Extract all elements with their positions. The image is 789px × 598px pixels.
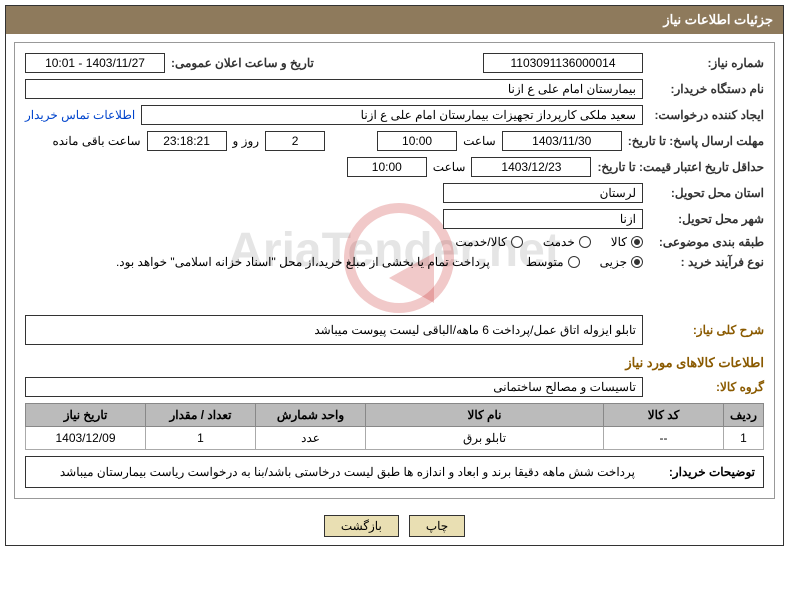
remaining-time-field: 23:18:21 <box>147 131 227 151</box>
min-validity-date-field: 1403/12/23 <box>471 157 591 177</box>
radio-item[interactable]: متوسط <box>526 255 580 269</box>
table-header: تاریخ نیاز <box>26 404 146 427</box>
radio-item[interactable]: جزیی <box>600 255 643 269</box>
radio-label: کالا/خدمت <box>455 235 506 249</box>
radio-icon[interactable] <box>631 256 643 268</box>
header: جزئیات اطلاعات نیاز <box>6 6 783 34</box>
resp-deadline-label: مهلت ارسال پاسخ: تا تاریخ: <box>628 134 764 148</box>
radio-icon[interactable] <box>568 256 580 268</box>
contact-link[interactable]: اطلاعات تماس خریدار <box>25 108 135 122</box>
footer-buttons: چاپ بازگشت <box>6 507 783 545</box>
row-general-desc: شرح کلی نیاز: تابلو ایزوله اتاق عمل/پردا… <box>25 315 764 345</box>
table-header: کد کالا <box>604 404 724 427</box>
days-suffix: روز و <box>233 134 260 148</box>
row-response-deadline: مهلت ارسال پاسخ: تا تاریخ: 1403/11/30 سا… <box>25 131 764 151</box>
radio-icon[interactable] <box>511 236 523 248</box>
goods-group-label: گروه کالا: <box>649 380 764 394</box>
table-row: 1--تابلو برقعدد11403/12/09 <box>26 427 764 450</box>
announce-label: تاریخ و ساعت اعلان عمومی: <box>171 56 314 70</box>
radio-item[interactable]: کالا <box>611 235 643 249</box>
city-label: شهر محل تحویل: <box>649 212 764 226</box>
spacer <box>25 275 764 315</box>
table-cell: عدد <box>256 427 366 450</box>
buy-type-label: نوع فرآیند خرید : <box>649 255 764 269</box>
buyer-org-field: بیمارستان امام علی ع ازنا <box>25 79 643 99</box>
need-number-label: شماره نیاز: <box>649 56 764 70</box>
general-desc-label: شرح کلی نیاز: <box>649 323 764 337</box>
min-validity-label: حداقل تاریخ اعتبار قیمت: تا تاریخ: <box>597 160 764 174</box>
table-cell: -- <box>604 427 724 450</box>
days-field: 2 <box>265 131 325 151</box>
resp-time-field: 10:00 <box>377 131 457 151</box>
table-cell: 1 <box>724 427 764 450</box>
row-requester: ایجاد کننده درخواست: سعید ملکی کارپرداز … <box>25 105 764 125</box>
page-container: جزئیات اطلاعات نیاز AriaTender.net شماره… <box>5 5 784 546</box>
time-label-1: ساعت <box>463 134 496 148</box>
watermark-text: AriaTender.net <box>228 223 561 278</box>
goods-group-field: تاسیسات و مصالح ساختمانی <box>25 377 643 397</box>
buyer-org-label: نام دستگاه خریدار: <box>649 82 764 96</box>
back-button[interactable]: بازگشت <box>324 515 399 537</box>
goods-section-title: اطلاعات کالاهای مورد نیاز <box>25 355 764 371</box>
radio-item[interactable]: خدمت <box>543 235 591 249</box>
radio-item[interactable]: کالا/خدمت <box>455 235 522 249</box>
table-cell: تابلو برق <box>366 427 604 450</box>
category-label: طبقه بندی موضوعی: <box>649 235 764 249</box>
requester-field: سعید ملکی کارپرداز تجهیزات بیمارستان اما… <box>141 105 643 125</box>
print-button[interactable]: چاپ <box>409 515 465 537</box>
buy-type-radio-group: جزیی متوسط <box>526 255 643 269</box>
table-header: نام کالا <box>366 404 604 427</box>
row-need-number: شماره نیاز: 1103091136000014 تاریخ و ساع… <box>25 53 764 73</box>
radio-label: کالا <box>611 235 627 249</box>
remaining-suffix: ساعت باقی مانده <box>52 134 140 148</box>
goods-table: ردیفکد کالانام کالاواحد شمارشتعداد / مقد… <box>25 403 764 450</box>
requester-label: ایجاد کننده درخواست: <box>649 108 764 122</box>
announce-field: 1403/11/27 - 10:01 <box>25 53 165 73</box>
table-cell: 1 <box>146 427 256 450</box>
row-category: طبقه بندی موضوعی: کالا خدمت کالا/خدمت <box>25 235 764 249</box>
row-province: استان محل تحویل: لرستان <box>25 183 764 203</box>
row-buyer-org: نام دستگاه خریدار: بیمارستان امام علی ع … <box>25 79 764 99</box>
radio-label: جزیی <box>600 255 627 269</box>
radio-label: خدمت <box>543 235 575 249</box>
content: AriaTender.net شماره نیاز: 1103091136000… <box>14 42 775 499</box>
province-field: لرستان <box>443 183 643 203</box>
radio-label: متوسط <box>526 255 564 269</box>
resp-date-field: 1403/11/30 <box>502 131 622 151</box>
table-header: واحد شمارش <box>256 404 366 427</box>
buy-note: پرداخت تمام یا بخشی از مبلغ خرید،از محل … <box>116 255 490 269</box>
table-header: تعداد / مقدار <box>146 404 256 427</box>
row-city: شهر محل تحویل: ازنا <box>25 209 764 229</box>
buyer-desc-label: توضیحات خریدار: <box>645 465 755 479</box>
row-buy-type: نوع فرآیند خرید : جزیی متوسط پرداخت تمام … <box>25 255 764 269</box>
row-goods-group: گروه کالا: تاسیسات و مصالح ساختمانی <box>25 377 764 397</box>
category-radio-group: کالا خدمت کالا/خدمت <box>455 235 643 249</box>
radio-icon[interactable] <box>631 236 643 248</box>
row-min-validity: حداقل تاریخ اعتبار قیمت: تا تاریخ: 1403/… <box>25 157 764 177</box>
buyer-desc-text: پرداخت شش ماهه دقیقا برند و ابعاد و اندا… <box>60 465 635 479</box>
header-title: جزئیات اطلاعات نیاز <box>663 12 773 27</box>
radio-icon[interactable] <box>579 236 591 248</box>
min-validity-time-field: 10:00 <box>347 157 427 177</box>
table-cell: 1403/12/09 <box>26 427 146 450</box>
table-header: ردیف <box>724 404 764 427</box>
general-desc-field: تابلو ایزوله اتاق عمل/پرداخت 6 ماهه/البا… <box>25 315 643 345</box>
city-field: ازنا <box>443 209 643 229</box>
time-label-2: ساعت <box>433 160 466 174</box>
province-label: استان محل تحویل: <box>649 186 764 200</box>
need-number-field: 1103091136000014 <box>483 53 643 73</box>
buyer-desc-box: توضیحات خریدار: پرداخت شش ماهه دقیقا برن… <box>25 456 764 488</box>
